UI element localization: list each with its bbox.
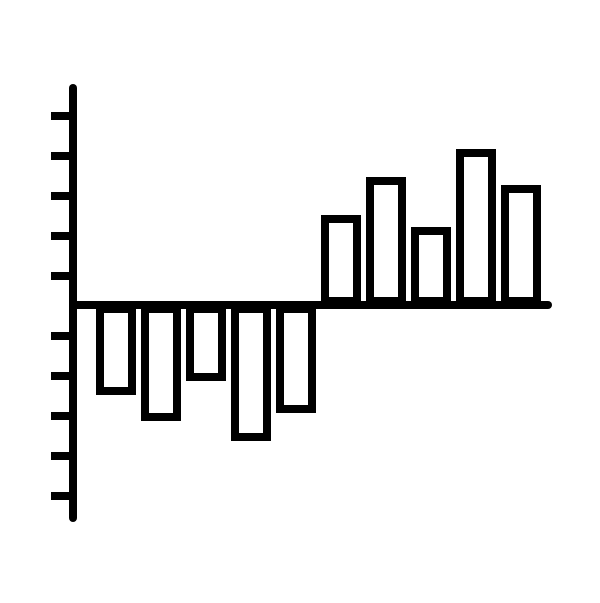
bar-8 xyxy=(460,153,492,301)
bar-9 xyxy=(505,189,537,301)
bar-1 xyxy=(145,309,177,417)
bar-7 xyxy=(415,231,447,301)
bar-2 xyxy=(190,309,222,377)
bar-3 xyxy=(235,309,267,437)
bar-6 xyxy=(370,181,402,301)
bar-5 xyxy=(325,219,357,301)
bar-0 xyxy=(100,309,132,391)
chart-svg xyxy=(0,0,600,598)
bar-4 xyxy=(280,309,312,409)
bar-chart-icon xyxy=(0,0,600,603)
